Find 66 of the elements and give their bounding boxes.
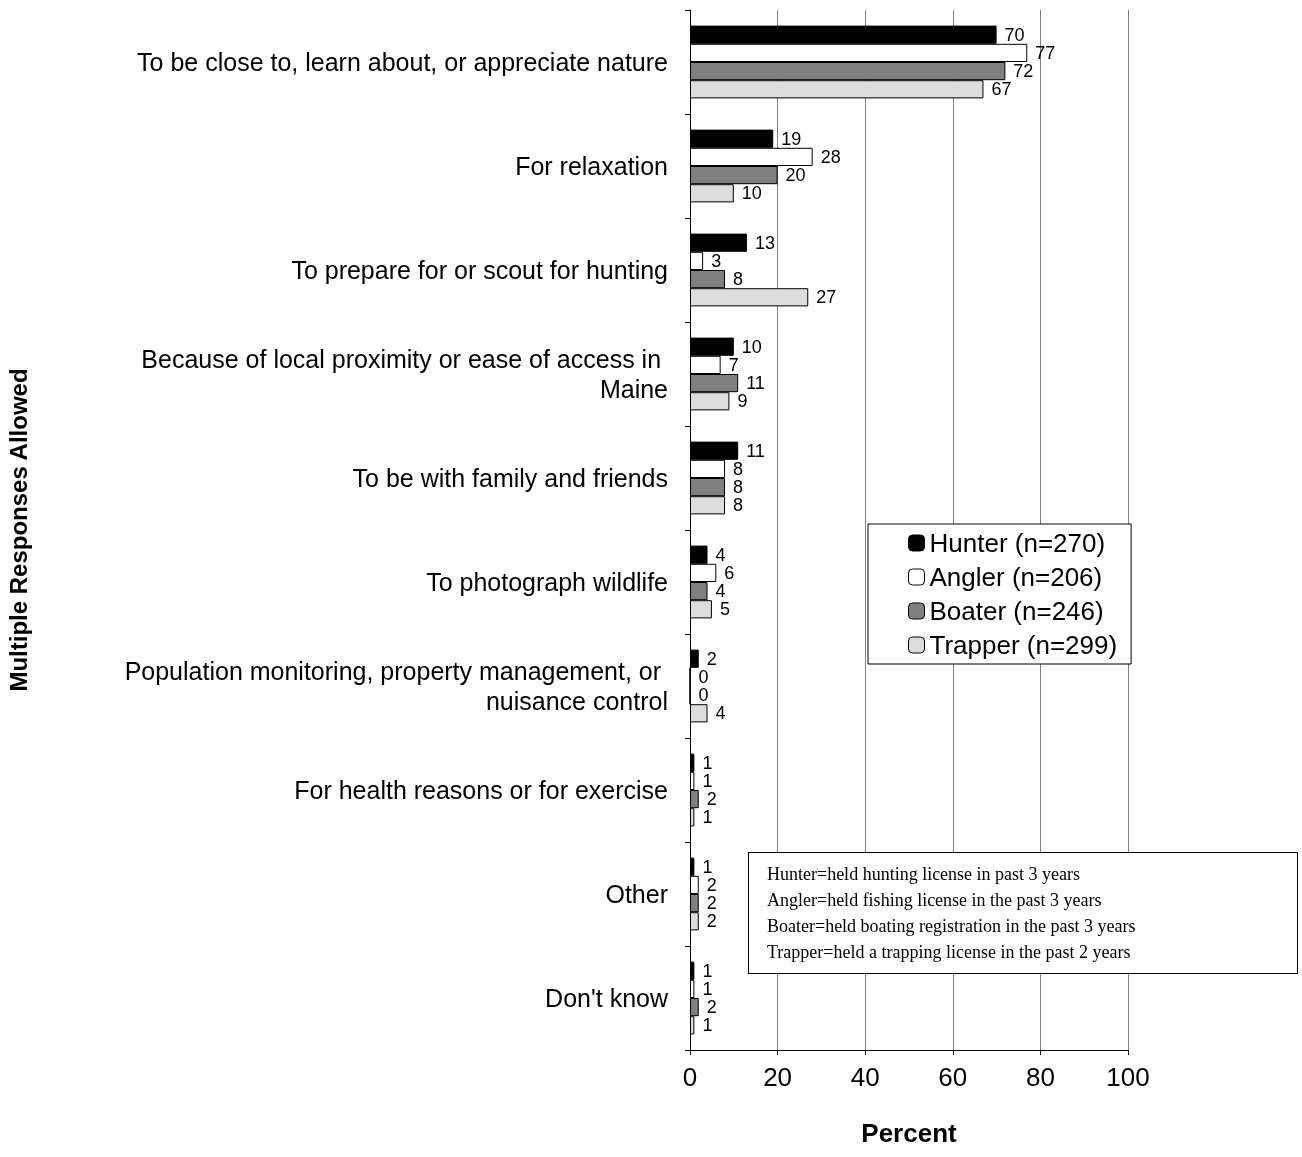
- data-label: 1: [702, 1015, 713, 1036]
- data-label: 10: [741, 336, 762, 357]
- data-label: 4: [715, 703, 726, 724]
- annotation: Trapper=held a trapping license in the past 2 years: [767, 941, 1132, 964]
- data-label: 4: [715, 581, 726, 602]
- legend-label: Hunter (n=270): [929, 528, 1106, 558]
- data-label: 8: [733, 458, 744, 479]
- data-label: 9: [737, 391, 748, 412]
- x-tick-label: 100: [1106, 1062, 1150, 1092]
- y-tick-label: To prepare for or scout for hunting: [291, 256, 668, 284]
- data-label: 3: [711, 250, 722, 271]
- legend-label: Trapper (n=299): [929, 630, 1118, 660]
- data-label: 28: [820, 146, 841, 167]
- y-axis-title: Multiple Responses Allowed: [4, 368, 32, 692]
- data-label: 67: [991, 79, 1012, 100]
- data-label: 2: [706, 893, 717, 914]
- x-tick-label: 20: [763, 1062, 793, 1092]
- y-tick-label: Don't know: [545, 984, 669, 1012]
- x-tick-label: 60: [938, 1062, 968, 1092]
- y-tick-label: Because of local proximity or ease of access in Maine: [141, 345, 668, 403]
- annotation: Hunter=held hunting license in past 3 years: [767, 863, 1082, 886]
- data-label: 0: [698, 666, 709, 687]
- data-label: 1: [702, 807, 713, 828]
- data-label: 72: [1013, 61, 1034, 82]
- data-label: 8: [733, 495, 744, 516]
- data-label: 5: [719, 599, 730, 620]
- data-label: 11: [746, 440, 765, 461]
- data-label: 1: [702, 770, 713, 791]
- data-label: 0: [698, 685, 709, 706]
- data-label: 11: [746, 373, 765, 394]
- data-label: 20: [785, 165, 806, 186]
- y-tick-label: For relaxation: [515, 152, 668, 180]
- data-label: 4: [715, 544, 726, 565]
- y-tick-label: Other: [605, 880, 668, 908]
- legend-label: Angler (n=206): [929, 562, 1103, 592]
- y-tick-label: Population monitoring, property management, or nuisance control: [124, 657, 668, 715]
- data-label: 10: [741, 183, 762, 204]
- data-label: 1: [702, 856, 713, 877]
- data-label: 2: [706, 789, 717, 810]
- data-label: 8: [733, 269, 744, 290]
- data-label: 1: [702, 960, 713, 981]
- legend-label: Boater (n=246): [929, 596, 1104, 626]
- y-tick-label: To photograph wildlife: [426, 568, 668, 596]
- x-axis-title: Percent: [861, 1118, 958, 1148]
- data-label: 1: [702, 978, 713, 999]
- annotation: Boater=held boating registration in the past 3 years: [767, 915, 1137, 938]
- y-tick-label: For health reasons or for exercise: [294, 776, 668, 804]
- data-label: 2: [706, 648, 717, 669]
- data-label: 2: [706, 874, 717, 895]
- annotation: Angler=held fishing license in the past 3 years: [767, 889, 1103, 912]
- x-tick-label: 0: [682, 1062, 698, 1092]
- data-label: 8: [733, 477, 744, 498]
- x-tick-label: 40: [850, 1062, 880, 1092]
- data-label: 1: [702, 752, 713, 773]
- data-label: 70: [1004, 24, 1025, 45]
- x-tick-label: 80: [1025, 1062, 1055, 1092]
- data-label: 19: [781, 128, 802, 149]
- data-label: 13: [754, 232, 775, 253]
- data-label: 6: [724, 562, 735, 583]
- y-tick-label: To be with family and friends: [352, 464, 668, 492]
- data-label: 7: [728, 354, 739, 375]
- data-label: 2: [706, 911, 717, 932]
- data-label: 27: [816, 287, 837, 308]
- data-label: 77: [1035, 42, 1056, 63]
- y-tick-label: To be close to, learn about, or appreciate nature: [137, 48, 668, 76]
- data-label: 2: [706, 997, 717, 1018]
